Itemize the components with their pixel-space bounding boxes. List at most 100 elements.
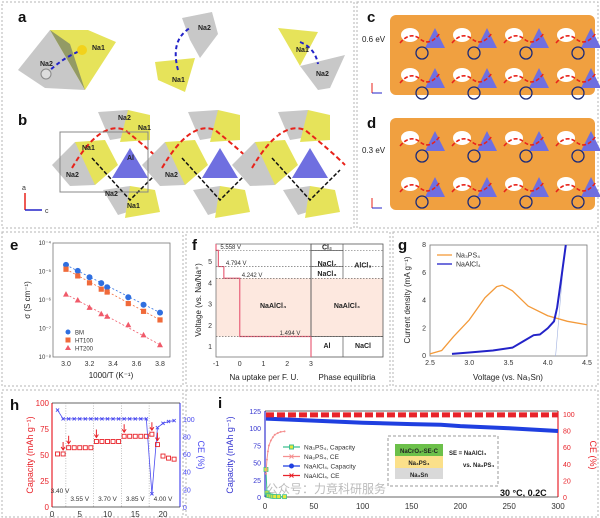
voltage-step-arrow [149, 422, 155, 432]
na-site-circle [519, 86, 533, 100]
y-tick-label: 25 [253, 478, 261, 485]
y-tick-label: 3 [208, 302, 212, 309]
ce-point [138, 416, 143, 421]
y2-tick-label: 20 [183, 487, 191, 494]
data-point [104, 313, 111, 319]
na-migration-path [251, 127, 346, 169]
capacity-point [171, 456, 177, 462]
data-point [272, 494, 278, 499]
x-tick-label: 20 [159, 510, 168, 518]
void [401, 28, 419, 42]
na-migration-path [555, 72, 597, 84]
y-tick-label: 10⁻⁸ [39, 354, 52, 361]
y-tick-label: 10⁻⁴ [39, 240, 52, 247]
data-point [86, 274, 93, 281]
data-point [269, 439, 272, 442]
capacity-point [166, 455, 172, 461]
y-tick-label: 10⁻⁷ [39, 326, 51, 333]
y-tick-label: 8 [422, 242, 426, 249]
x-axis-label: Voltage (vs. Na₃Sn) [473, 373, 543, 382]
phase-equilibria-box [310, 243, 384, 358]
voltage-step-arrow [93, 429, 99, 439]
label-na1: Na1 [138, 125, 151, 132]
panel-f-frame [185, 231, 391, 387]
data-point [276, 432, 279, 435]
label-na1: Na1 [296, 47, 309, 54]
test-condition: 30 °C, 0.2C [500, 488, 547, 498]
x-tick-label: 0 [50, 510, 55, 518]
ce-point [116, 416, 121, 421]
x-tick-label: 250 [502, 502, 516, 511]
panel-a: a Na1 Na2 Na2 Na1 Na1 Na2 [18, 9, 345, 92]
data-point [140, 331, 147, 338]
data-point [104, 289, 110, 295]
ce-point [155, 425, 160, 430]
capacity-point [143, 433, 149, 439]
na-migration-path [71, 127, 166, 169]
y-tick-label: 100 [36, 399, 50, 408]
na-site-circle [467, 195, 481, 209]
panel-i: i Capacity (mAh g⁻¹) CE (%) NaCrO₂-SE-C … [218, 395, 598, 511]
voltage-step-arrow [155, 432, 160, 442]
na-migration-path [271, 157, 341, 202]
x-tick-label: 0 [238, 361, 242, 368]
ce-point [111, 416, 115, 421]
octahedron-na2 [18, 30, 85, 90]
layer-na3ps4 [395, 456, 443, 468]
void [505, 28, 523, 42]
y-tick-label: 5 [208, 259, 212, 266]
y-tick-label: 10⁻⁵ [39, 269, 52, 276]
voltage-step-arrow [66, 435, 72, 445]
panel-e-frame [1, 231, 184, 387]
data-point [63, 266, 69, 272]
ce-point [144, 416, 149, 421]
octahedron-na1 [155, 58, 195, 92]
data-point [264, 472, 267, 475]
voltage-step-label: 3.70 V [98, 496, 117, 503]
y2-tick-label: 100 [563, 412, 575, 419]
label-na2: Na2 [105, 191, 118, 198]
panel-label-d: d [367, 115, 376, 132]
y-axis-label: Voltage (vs. Na/Na⁺) [194, 263, 203, 337]
capacity-point [149, 431, 155, 437]
legend-label: Na₃PS₄, CE [304, 454, 340, 461]
ce-point [77, 416, 82, 421]
y2-tick-label: 80 [183, 434, 191, 441]
ce-line [57, 409, 175, 494]
cell-inset: NaCrO₂-SE-C Na₃PS₄ Na₃Sn SE = NaAlCl₄ vs… [387, 435, 499, 487]
x-axis-label: Na uptake per F. U. [230, 373, 299, 382]
void [401, 177, 419, 191]
data-point [276, 494, 282, 499]
phase-label: NaAlCl₄ [334, 303, 360, 310]
label-na2: Na2 [165, 172, 178, 179]
y-tick-label: 75 [253, 443, 261, 450]
data-point [157, 341, 163, 348]
na-migration-path [399, 72, 441, 84]
octahedron-na1 [125, 186, 160, 218]
x-tick-label: 4.5 [582, 360, 592, 367]
capacity-point [160, 453, 166, 459]
na-site-circle [519, 195, 533, 209]
y-tick-label: 75 [40, 425, 49, 434]
panel-cd-frame [356, 1, 599, 229]
voltage-step-label: 3.40 V [51, 488, 70, 495]
label-na1: Na1 [82, 145, 95, 152]
ce-point [61, 416, 66, 421]
phase-label: Cl₂ [322, 244, 332, 251]
panel-label-h: h [10, 397, 19, 414]
hop-path [299, 41, 319, 65]
void [505, 177, 523, 191]
layer-na3sn [395, 468, 443, 479]
data-point [104, 284, 111, 291]
y-tick-label: 0 [422, 353, 426, 360]
na-migration-path [399, 181, 441, 193]
y-tick-label: 4 [422, 298, 426, 305]
legend-marker [289, 444, 294, 450]
x-tick-label: -1 [213, 361, 219, 368]
x-tick-label: 15 [131, 510, 140, 518]
series-line [451, 244, 567, 355]
x-tick-label: 3.2 [85, 361, 95, 368]
data-point [283, 430, 286, 433]
legend-label: Na₃PS₄, Capacity [304, 445, 356, 452]
na-migration-path [503, 135, 545, 147]
